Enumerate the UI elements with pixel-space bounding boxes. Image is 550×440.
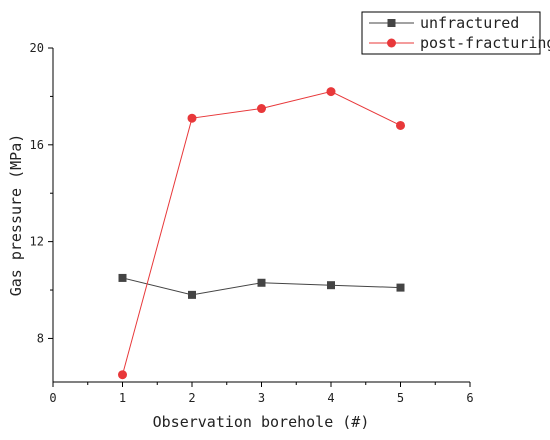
x-tick-label: 1 bbox=[119, 391, 126, 405]
data-point bbox=[118, 273, 127, 282]
y-axis-title: Gas pressure (MPa) bbox=[7, 134, 25, 297]
data-point bbox=[187, 113, 197, 123]
axes bbox=[52, 48, 470, 383]
data-point bbox=[257, 104, 266, 114]
data-point bbox=[257, 278, 266, 287]
series-line bbox=[122, 91, 401, 375]
x-tick-label: 6 bbox=[466, 391, 473, 405]
y-tick-label: 8 bbox=[37, 331, 44, 345]
series-post-fracturing bbox=[118, 87, 405, 380]
legend-label: post-fracturing bbox=[420, 34, 550, 52]
data-point bbox=[118, 370, 127, 380]
legend-item: unfractured bbox=[369, 14, 519, 32]
legend-item: post-fracturing bbox=[369, 34, 550, 52]
legend-label: unfractured bbox=[420, 14, 519, 32]
series-layer bbox=[118, 87, 405, 380]
y-tick-label: 20 bbox=[30, 41, 44, 55]
legend-marker bbox=[387, 19, 396, 27]
x-tick-label: 4 bbox=[327, 391, 334, 405]
data-point bbox=[396, 283, 405, 292]
x-axis-title: Observation borehole (#) bbox=[153, 413, 370, 431]
x-tick-label: 0 bbox=[49, 391, 56, 405]
legend: unfractured post-fracturing bbox=[361, 11, 550, 55]
y-tick-label: 12 bbox=[30, 235, 44, 249]
x-tick-label: 2 bbox=[188, 391, 195, 405]
data-point bbox=[327, 281, 335, 290]
data-point bbox=[326, 87, 336, 97]
y-ticks: 8 12 16 20 bbox=[30, 41, 53, 345]
data-point bbox=[396, 120, 405, 130]
y-tick-label: 16 bbox=[30, 138, 44, 152]
x-ticks: 0 1 2 3 4 5 6 bbox=[49, 382, 474, 405]
legend-marker bbox=[387, 38, 396, 48]
series-unfractured bbox=[118, 273, 405, 299]
x-tick-label: 5 bbox=[397, 391, 404, 405]
data-point bbox=[188, 290, 196, 299]
x-tick-label: 3 bbox=[258, 391, 265, 405]
